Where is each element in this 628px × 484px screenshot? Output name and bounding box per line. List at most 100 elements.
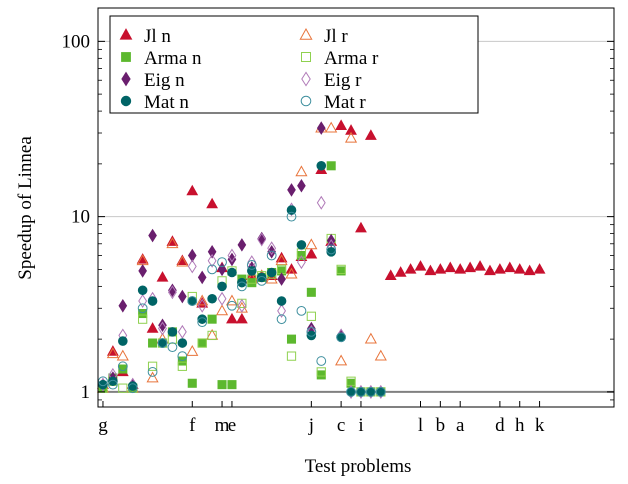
data-point — [316, 195, 326, 210]
data-point — [196, 294, 209, 306]
data-point — [168, 283, 177, 298]
x-tick-label: k — [535, 415, 545, 436]
x-tick-label: d — [495, 415, 505, 436]
data-point — [117, 361, 128, 372]
data-point — [227, 380, 237, 390]
data-point — [146, 322, 159, 333]
data-point — [127, 383, 138, 394]
data-point — [186, 184, 199, 196]
data-point — [246, 260, 257, 270]
data-point — [147, 296, 158, 306]
data-point — [215, 304, 229, 316]
x-tick-label: g — [98, 415, 108, 436]
data-point — [316, 121, 326, 135]
data-point — [158, 321, 167, 336]
x-tick-label: b — [436, 415, 446, 436]
data-point — [177, 338, 188, 348]
data-point — [177, 361, 187, 371]
data-point — [227, 252, 237, 267]
data-point — [107, 379, 118, 390]
data-point — [148, 338, 158, 348]
data-point — [305, 247, 318, 259]
data-point — [118, 383, 128, 393]
data-point — [345, 124, 357, 135]
data-point — [277, 272, 286, 286]
data-point — [325, 121, 338, 133]
legend-box — [109, 15, 479, 114]
legend-label: Arma r — [324, 48, 379, 69]
series-5 — [98, 195, 386, 399]
data-point — [106, 347, 119, 359]
data-point — [375, 386, 386, 397]
data-point — [187, 248, 197, 263]
data-point — [178, 289, 187, 304]
legend-marker — [121, 71, 131, 87]
data-point — [513, 263, 526, 274]
legend: Jl n Jl r Arma n Arma r Eig n Eig r Mat n Mat r — [109, 15, 479, 114]
legend-label: Arma n — [144, 48, 202, 69]
data-point — [257, 232, 267, 247]
data-point — [197, 338, 207, 348]
data-point — [226, 312, 238, 324]
legend-marker — [301, 71, 311, 87]
data-point — [147, 367, 158, 377]
data-point — [305, 238, 318, 250]
data-point — [217, 380, 227, 390]
plot-frame — [97, 7, 615, 408]
data-point — [187, 259, 197, 274]
series-7 — [98, 211, 386, 397]
data-point — [177, 356, 187, 366]
data-point — [364, 129, 377, 140]
data-point — [326, 161, 336, 171]
data-point — [167, 342, 178, 353]
data-point — [177, 351, 188, 362]
data-point — [206, 197, 219, 209]
x-tick-label: h — [515, 415, 525, 436]
data-point — [217, 262, 227, 277]
data-point — [177, 324, 187, 339]
legend-label: Jl r — [324, 26, 348, 47]
x-axis-label: Test problems — [305, 456, 412, 477]
data-point — [306, 287, 316, 297]
data-point — [335, 354, 348, 366]
data-point — [187, 296, 198, 306]
data-point — [276, 296, 287, 306]
data-point — [217, 291, 227, 306]
data-point — [176, 255, 189, 267]
data-point — [287, 183, 296, 197]
data-point — [256, 272, 267, 283]
data-point — [404, 263, 417, 274]
data-point — [118, 336, 128, 346]
ticks-layer: 1 10 100 g f me j c i l b a d h k — [62, 31, 614, 436]
data-point — [217, 257, 227, 268]
data-point — [156, 271, 169, 282]
data-point — [207, 293, 217, 304]
data-point — [296, 255, 306, 270]
legend-marker — [301, 52, 311, 62]
data-point — [266, 267, 277, 278]
data-point — [384, 269, 397, 280]
data-point — [306, 326, 317, 337]
legend-marker — [120, 95, 132, 107]
data-point — [108, 376, 118, 387]
data-point — [503, 261, 516, 273]
data-point — [355, 221, 367, 233]
data-point — [217, 281, 227, 292]
data-point — [414, 260, 427, 271]
data-point — [157, 338, 168, 348]
data-point — [484, 264, 496, 276]
data-point — [225, 294, 239, 306]
data-point — [336, 332, 347, 343]
data-point — [296, 305, 307, 316]
data-point — [235, 312, 248, 324]
data-point — [197, 314, 207, 324]
data-point — [138, 294, 148, 308]
data-point — [454, 263, 467, 274]
data-point — [326, 246, 336, 257]
data-point — [297, 178, 306, 193]
x-tick-label: e — [228, 415, 236, 436]
x-tick-label: f — [189, 415, 196, 436]
data-point — [394, 266, 407, 277]
data-point — [344, 131, 358, 143]
